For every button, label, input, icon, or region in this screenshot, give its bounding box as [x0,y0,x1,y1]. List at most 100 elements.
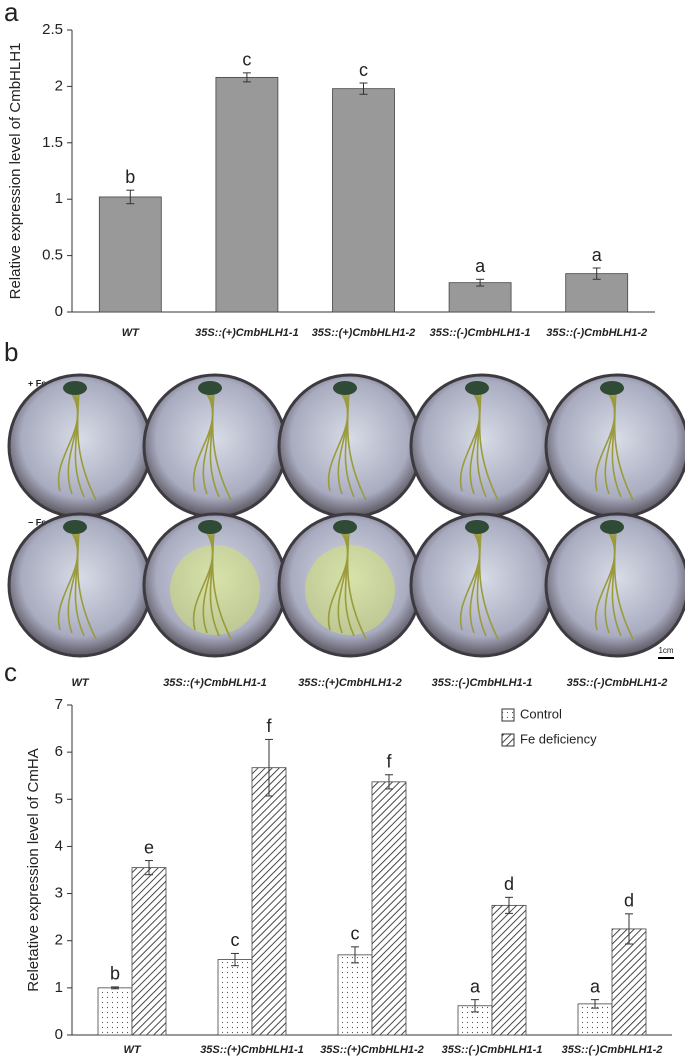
bar [97,987,133,1036]
legend-swatch [501,708,515,722]
y-tick-label: 0.5 [42,247,63,264]
root [478,390,499,501]
legend-label: Fe deficiency [520,731,597,746]
root [478,529,499,640]
root [74,529,85,637]
root [459,529,481,631]
y-axis-label: Relative expression level of CmbHLH1 [7,43,24,300]
bar [131,867,167,1036]
x-tick-label: 35S::(-)CmbHLH1-1 [442,1044,543,1056]
bar [491,904,527,1036]
root [469,390,481,495]
root [67,390,79,495]
y-tick-label: 2.5 [42,21,63,38]
scale-bar-label: 1cm [658,646,673,655]
leaves [198,381,222,395]
legend-swatch [501,733,515,747]
error-bar [126,189,135,205]
error-bar [359,82,368,95]
bar [371,781,407,1036]
root [76,390,97,501]
leaves [198,520,222,534]
error-bar [265,738,273,797]
petri-dish [142,373,288,519]
error-bar [351,946,359,964]
root [327,529,349,631]
significance-letter: a [592,245,603,265]
y-tick-label: 1.5 [42,134,63,151]
error-bar [471,999,479,1013]
root [74,390,85,498]
root [337,390,349,495]
y-tick-label: 1 [55,190,63,207]
root [209,529,220,637]
leaves [465,520,489,534]
y-tick-label: 5 [55,790,63,807]
root [594,390,616,492]
significance-letter: b [125,167,135,187]
column-label: WT [71,677,89,689]
row-label: + Fe [28,378,46,388]
error-bar [111,986,119,990]
root [613,529,634,640]
significance-letter: c [242,50,251,70]
root [211,529,232,640]
bar [215,76,279,313]
y-axis-label: Reletative expression level of CmHA [25,748,42,991]
root [594,529,616,631]
petri-dish [409,512,555,658]
error-bar [385,774,393,790]
panel-label: a [4,0,19,27]
significance-letter: e [144,837,154,857]
root [476,390,487,498]
y-tick-label: 0 [55,1026,63,1043]
significance-letter: c [351,924,360,944]
petri-dish [277,373,423,519]
root [611,529,622,637]
leaves [600,520,624,534]
bar [251,767,287,1036]
root [344,390,355,498]
x-tick-label: 35S::(-)CmbHLH1-1 [430,327,531,339]
root [613,390,634,501]
petri-dish [7,512,153,658]
x-tick-label: 35S::(+)CmbHLH1-1 [195,327,299,339]
root [344,529,355,637]
root [57,529,79,631]
significance-letter: a [470,976,481,996]
significance-letter: a [590,976,601,996]
significance-letter: f [386,752,392,772]
significance-letter: f [266,716,272,736]
row-label: − Fe [28,517,46,527]
y-tick-label: 1 [55,979,63,996]
x-tick-label: 35S::(+)CmbHLH1-2 [320,1044,424,1056]
root [604,390,616,495]
bar [577,1003,613,1036]
root [209,390,220,498]
leaves [333,520,357,534]
error-bar [591,999,599,1009]
column-label: 35S::(+)CmbHLH1-2 [298,677,402,689]
error-bar [145,860,153,876]
root [211,390,232,501]
x-tick-label: 35S::(-)CmbHLH1-2 [562,1044,663,1056]
column-label: 35S::(-)CmbHLH1-2 [567,677,668,689]
root [459,390,481,492]
x-tick-label: 35S::(+)CmbHLH1-2 [312,327,416,339]
bar [565,273,629,313]
column-label: 35S::(-)CmbHLH1-1 [432,677,533,689]
root [67,529,79,634]
error-bar [231,952,239,967]
x-tick-label: WT [123,1044,141,1056]
error-bar [242,72,251,83]
y-tick-label: 4 [55,837,63,854]
significance-letter: a [475,256,486,276]
root [337,529,349,634]
legend-label: Control [520,706,562,721]
root [192,390,214,492]
y-tick-label: 6 [55,743,63,760]
bar [217,959,253,1036]
bar [98,196,162,313]
root [346,529,367,640]
